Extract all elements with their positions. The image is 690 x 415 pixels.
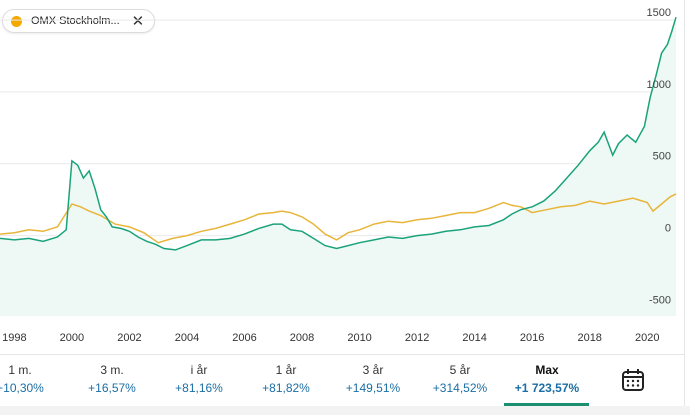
x-axis-ticks: 1998 2000 2002 2004 2006 2008 2010 2012 2014 2016… [2, 332, 659, 344]
x-tick-label: 2000 [60, 332, 84, 344]
tab-1y[interactable]: 1 år +81,82% [241, 363, 331, 396]
x-tick-label: 2014 [462, 332, 486, 344]
x-tick-label: 2004 [175, 332, 199, 344]
calendar-icon[interactable] [620, 367, 646, 393]
tab-1m[interactable]: 1 m. +10,30% [0, 363, 65, 396]
tab-value: +81,16% [175, 381, 223, 395]
stock-line [0, 16, 677, 251]
tab-label: Max [535, 363, 559, 377]
tab-label: 1 år [275, 363, 297, 377]
price-chart[interactable]: 1500 1000 500 0 -500 1998 2000 2002 2004 2006 200… [0, 0, 684, 354]
omx-index-line [0, 193, 677, 244]
close-icon[interactable]: ✕ [131, 12, 145, 30]
tab-label: 5 år [449, 363, 471, 377]
tab-value: +81,82% [262, 381, 310, 395]
x-tick-label: 2020 [635, 332, 659, 344]
x-tick-label: 2006 [232, 332, 256, 344]
tab-value: +149,51% [345, 381, 401, 395]
tab-5y[interactable]: 5 år +314,52% [415, 363, 505, 396]
x-tick-label: 2018 [577, 332, 601, 344]
tab-value: +1 723,57% [514, 381, 580, 395]
y-tick-label: 500 [653, 151, 671, 163]
legend-label: OMX Stockholm... [31, 15, 120, 27]
stock-area [0, 17, 676, 316]
y-tick-label: 0 [665, 223, 671, 235]
active-tab-indicator [504, 403, 589, 406]
x-tick-label: 2016 [520, 332, 544, 344]
legend-chip[interactable]: OMX Stockholm... ✕ [2, 9, 156, 33]
x-tick-label: 1998 [2, 332, 26, 344]
x-tick-label: 2008 [290, 332, 314, 344]
tab-label: 3 m. [100, 363, 124, 377]
tab-max[interactable]: Max +1 723,57% [502, 363, 592, 396]
x-tick-label: 2002 [117, 332, 141, 344]
y-axis-ticks: 1500 1000 500 0 -500 [647, 7, 671, 306]
tab-3y[interactable]: 3 år +149,51% [328, 363, 418, 396]
tab-value: +16,57% [88, 381, 136, 395]
tab-ytd[interactable]: i år +81,16% [154, 363, 244, 396]
x-tick-label: 2012 [405, 332, 429, 344]
x-tick-label: 2010 [347, 332, 371, 344]
tab-label: 1 m. [8, 363, 32, 377]
y-tick-label: 1500 [647, 7, 671, 19]
y-tick-label: 1000 [647, 79, 671, 91]
tab-value: +314,52% [432, 381, 488, 395]
y-tick-label: -500 [649, 294, 671, 306]
tab-3m[interactable]: 3 m. +16,57% [67, 363, 157, 396]
tab-label: i år [190, 363, 208, 377]
tab-value: +10,30% [0, 381, 44, 395]
legend-color-dot [11, 15, 22, 27]
panel-border [684, 0, 685, 415]
footer-strip [0, 406, 690, 415]
tab-label: 3 år [362, 363, 384, 377]
period-tabs: 1 m. +10,30% 3 m. +16,57% i år +81,16% 1… [0, 354, 684, 407]
